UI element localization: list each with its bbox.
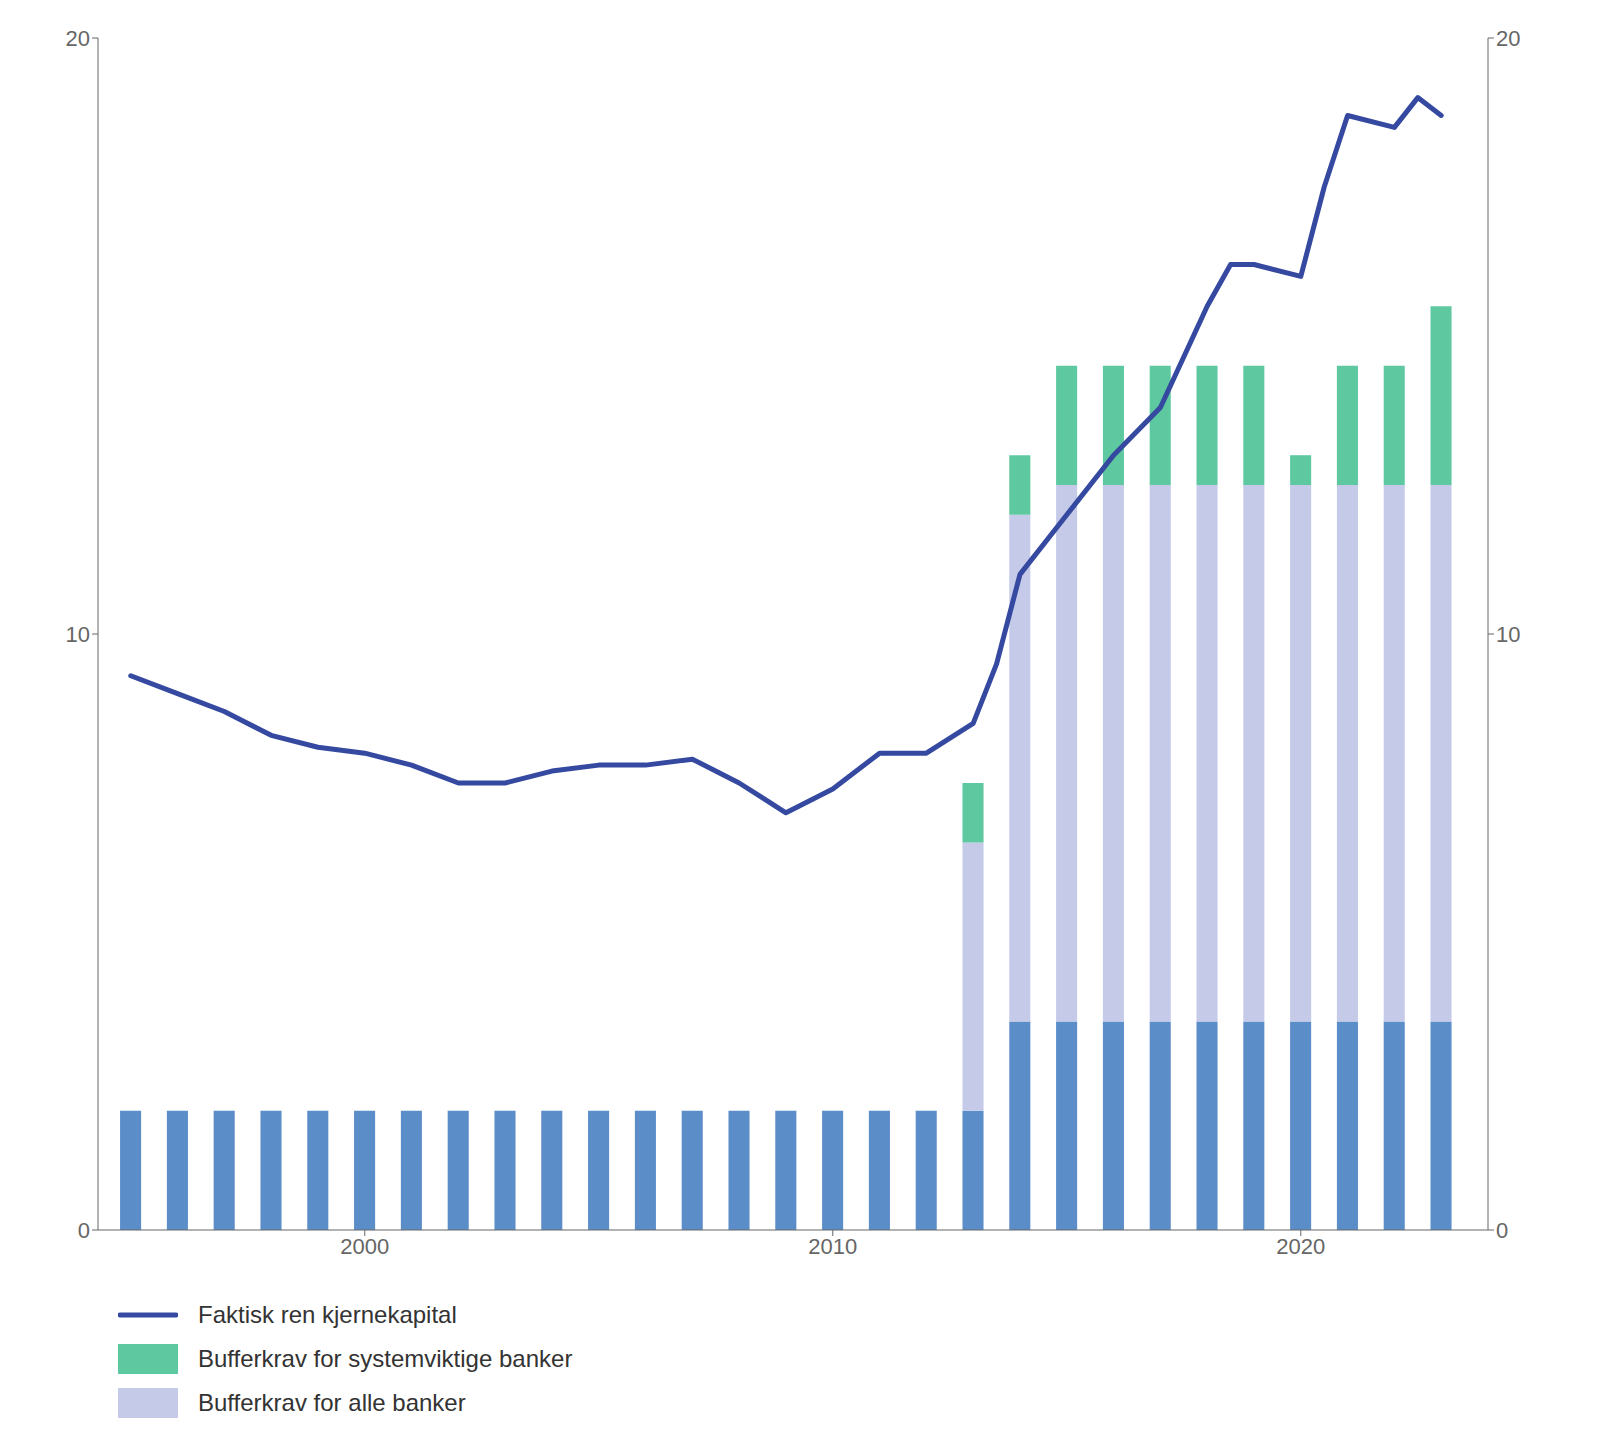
- svg-text:0: 0: [1496, 1218, 1508, 1243]
- html-text:Bufferkrav for systemviktige b: Bufferkrav for systemviktige banker: [198, 1345, 573, 1372]
- svg-text:10: 10: [66, 622, 90, 647]
- html-text:Bufferkrav for alle banker: Bufferkrav for alle banker: [198, 1389, 466, 1416]
- html-text:Faktisk ren kjernekapital: Faktisk ren kjernekapital: [198, 1301, 457, 1328]
- svg-text:20: 20: [66, 26, 90, 51]
- svg-text:10: 10: [1496, 622, 1520, 647]
- svg-text:0: 0: [78, 1218, 90, 1243]
- svg-text:2020: 2020: [1276, 1234, 1325, 1259]
- svg-text:20: 20: [1496, 26, 1520, 51]
- svg-text:2000: 2000: [340, 1234, 389, 1259]
- svg-text:2010: 2010: [808, 1234, 857, 1259]
